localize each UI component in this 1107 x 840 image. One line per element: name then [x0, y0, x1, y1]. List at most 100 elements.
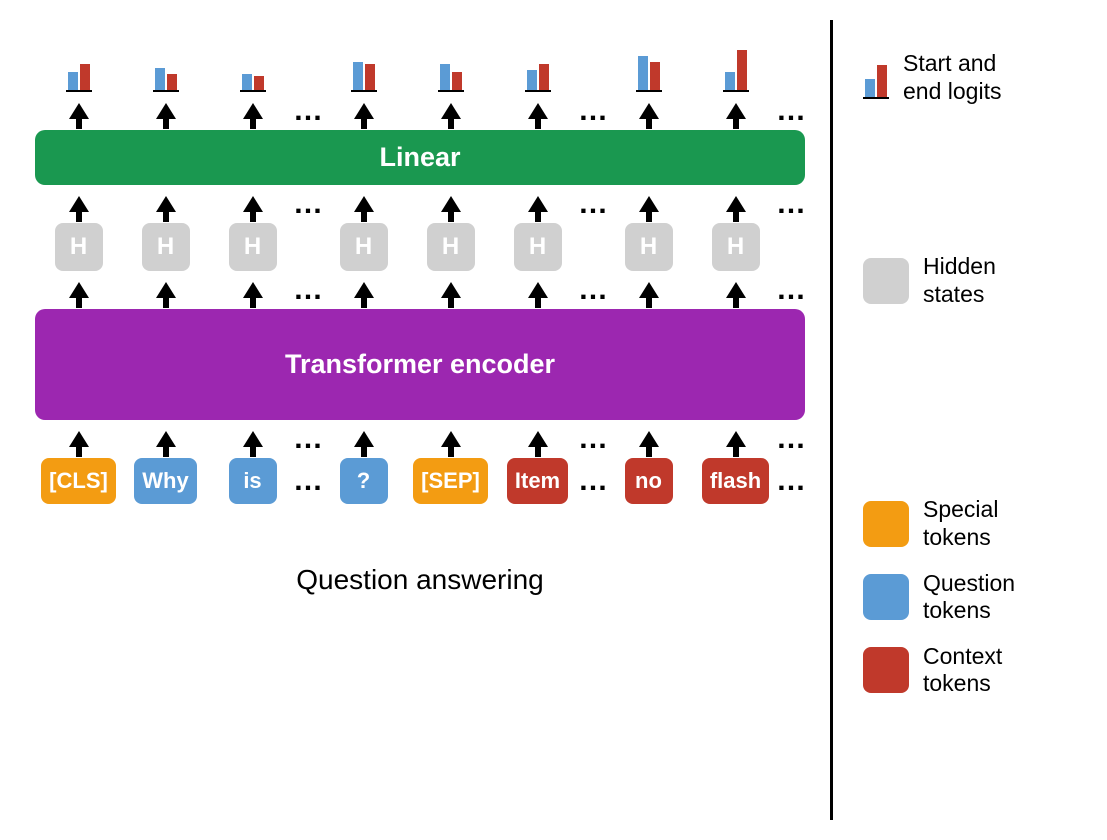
up-arrow-icon	[441, 282, 461, 298]
ellipsis: …	[779, 187, 803, 221]
arrow-row-2: … … …	[35, 185, 810, 223]
diagram-main: ……… Linear ……… HHHHHHHH ……… Transformer …	[0, 0, 830, 840]
ellipsis: …	[779, 422, 803, 456]
arrow-row-3: … … …	[35, 271, 810, 309]
legend-hidden-label: Hiddenstates	[923, 253, 996, 308]
up-arrow-icon	[243, 282, 263, 298]
logits-bars	[240, 50, 266, 92]
up-arrow-icon	[156, 196, 176, 212]
arrow-row-1: … … …	[35, 92, 810, 130]
hidden-state: H	[55, 223, 103, 271]
up-arrow-icon	[726, 431, 746, 447]
hidden-state: H	[514, 223, 562, 271]
legend-logits-label: Start andend logits	[903, 50, 1001, 105]
logits-bars	[153, 50, 179, 92]
up-arrow-icon	[528, 103, 548, 119]
ellipsis: …	[581, 94, 605, 128]
legend-special-label: Specialtokens	[923, 496, 998, 551]
logits-row	[35, 50, 810, 92]
token-special: [SEP]	[413, 458, 488, 504]
hidden-swatch	[863, 258, 909, 304]
token-question: Why	[134, 458, 196, 504]
token-context: no	[625, 458, 673, 504]
up-arrow-icon	[726, 196, 746, 212]
up-arrow-icon	[156, 282, 176, 298]
hidden-state: H	[427, 223, 475, 271]
ellipsis: …	[581, 187, 605, 221]
up-arrow-icon	[243, 103, 263, 119]
up-arrow-icon	[726, 103, 746, 119]
logits-swatch	[863, 57, 889, 99]
up-arrow-icon	[354, 431, 374, 447]
tokens-row: [CLS] Whyis …? [SEP] Item … noflash …	[35, 458, 810, 504]
up-arrow-icon	[441, 196, 461, 212]
legend-question: Questiontokens	[863, 570, 1083, 625]
ellipsis: …	[779, 273, 803, 307]
token-special: [CLS]	[41, 458, 116, 504]
linear-row: Linear	[35, 130, 810, 185]
up-arrow-icon	[69, 196, 89, 212]
ellipsis: …	[296, 422, 320, 456]
logits-bars	[525, 50, 551, 92]
question-swatch	[863, 574, 909, 620]
hidden-state: H	[340, 223, 388, 271]
up-arrow-icon	[156, 103, 176, 119]
hidden-state: H	[229, 223, 277, 271]
logits-bars	[351, 50, 377, 92]
up-arrow-icon	[639, 103, 659, 119]
ellipsis: …	[296, 187, 320, 221]
logits-bars	[438, 50, 464, 92]
special-swatch	[863, 501, 909, 547]
ellipsis: …	[296, 94, 320, 128]
context-swatch	[863, 647, 909, 693]
logits-bars	[66, 50, 92, 92]
up-arrow-icon	[639, 196, 659, 212]
up-arrow-icon	[441, 431, 461, 447]
up-arrow-icon	[69, 103, 89, 119]
up-arrow-icon	[243, 431, 263, 447]
ellipsis: …	[581, 422, 605, 456]
token-question: is	[229, 458, 277, 504]
legend: Start andend logits Hiddenstates Special…	[833, 0, 1103, 840]
legend-context: Contexttokens	[863, 643, 1083, 698]
up-arrow-icon	[528, 282, 548, 298]
legend-hidden: Hiddenstates	[863, 253, 1083, 308]
ellipsis: …	[779, 94, 803, 128]
up-arrow-icon	[156, 431, 176, 447]
up-arrow-icon	[354, 282, 374, 298]
up-arrow-icon	[354, 103, 374, 119]
logits-bars	[636, 50, 662, 92]
legend-question-label: Questiontokens	[923, 570, 1015, 625]
hidden-state: H	[712, 223, 760, 271]
ellipsis: …	[779, 464, 803, 498]
legend-logits: Start andend logits	[863, 50, 1083, 105]
token-context: Item	[507, 458, 568, 504]
hidden-state: H	[142, 223, 190, 271]
up-arrow-icon	[528, 196, 548, 212]
up-arrow-icon	[354, 196, 374, 212]
hidden-state: H	[625, 223, 673, 271]
up-arrow-icon	[528, 431, 548, 447]
arrow-row-4: … … …	[35, 420, 810, 458]
ellipsis: …	[581, 464, 605, 498]
legend-special: Specialtokens	[863, 496, 1083, 551]
ellipsis: …	[296, 273, 320, 307]
transformer-encoder: Transformer encoder	[35, 309, 805, 420]
up-arrow-icon	[639, 431, 659, 447]
up-arrow-icon	[243, 196, 263, 212]
diagram-title: Question answering	[35, 564, 805, 596]
token-question: ?	[340, 458, 388, 504]
encoder-row: Transformer encoder	[35, 309, 810, 420]
legend-context-label: Contexttokens	[923, 643, 1002, 698]
ellipsis: …	[296, 464, 320, 498]
up-arrow-icon	[69, 282, 89, 298]
up-arrow-icon	[441, 103, 461, 119]
logits-bars	[723, 50, 749, 92]
ellipsis: …	[581, 273, 605, 307]
up-arrow-icon	[726, 282, 746, 298]
up-arrow-icon	[69, 431, 89, 447]
token-context: flash	[702, 458, 769, 504]
hidden-row: HHHHHHHH	[35, 223, 810, 271]
linear-layer: Linear	[35, 130, 805, 185]
up-arrow-icon	[639, 282, 659, 298]
